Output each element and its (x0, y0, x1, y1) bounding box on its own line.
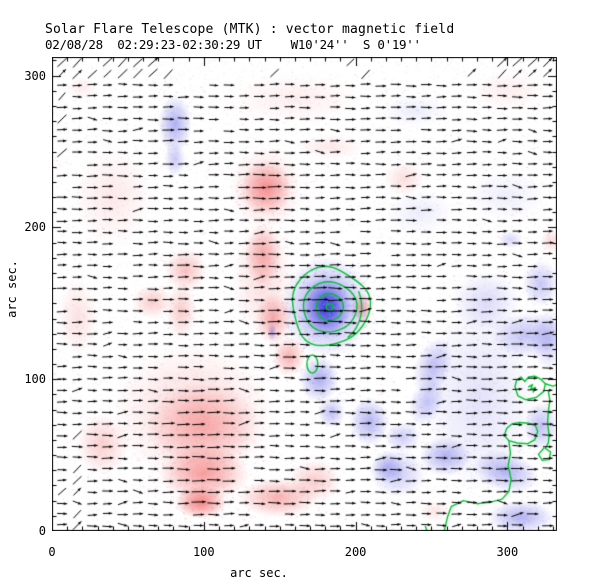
x-tick-label: 0 (48, 545, 56, 559)
figure-subtitle: 02/08/28 02:29:23-02:30:29 UT W10'24'' S… (45, 37, 421, 52)
vector-field-plot-canvas (52, 57, 557, 531)
y-tick-label: 0 (38, 524, 46, 538)
y-tick-label: 200 (24, 220, 46, 235)
y-tick-label: 100 (24, 372, 46, 387)
x-axis-title: arc sec. (230, 566, 288, 580)
figure-title: Solar Flare Telescope (MTK) : vector mag… (45, 22, 455, 37)
y-tick-label: 300 (24, 68, 46, 83)
x-tick-label: 300 (496, 545, 519, 559)
x-tick-label: 200 (344, 545, 367, 559)
x-tick-label: 100 (192, 545, 215, 559)
y-axis-title: arc sec. (5, 260, 19, 318)
